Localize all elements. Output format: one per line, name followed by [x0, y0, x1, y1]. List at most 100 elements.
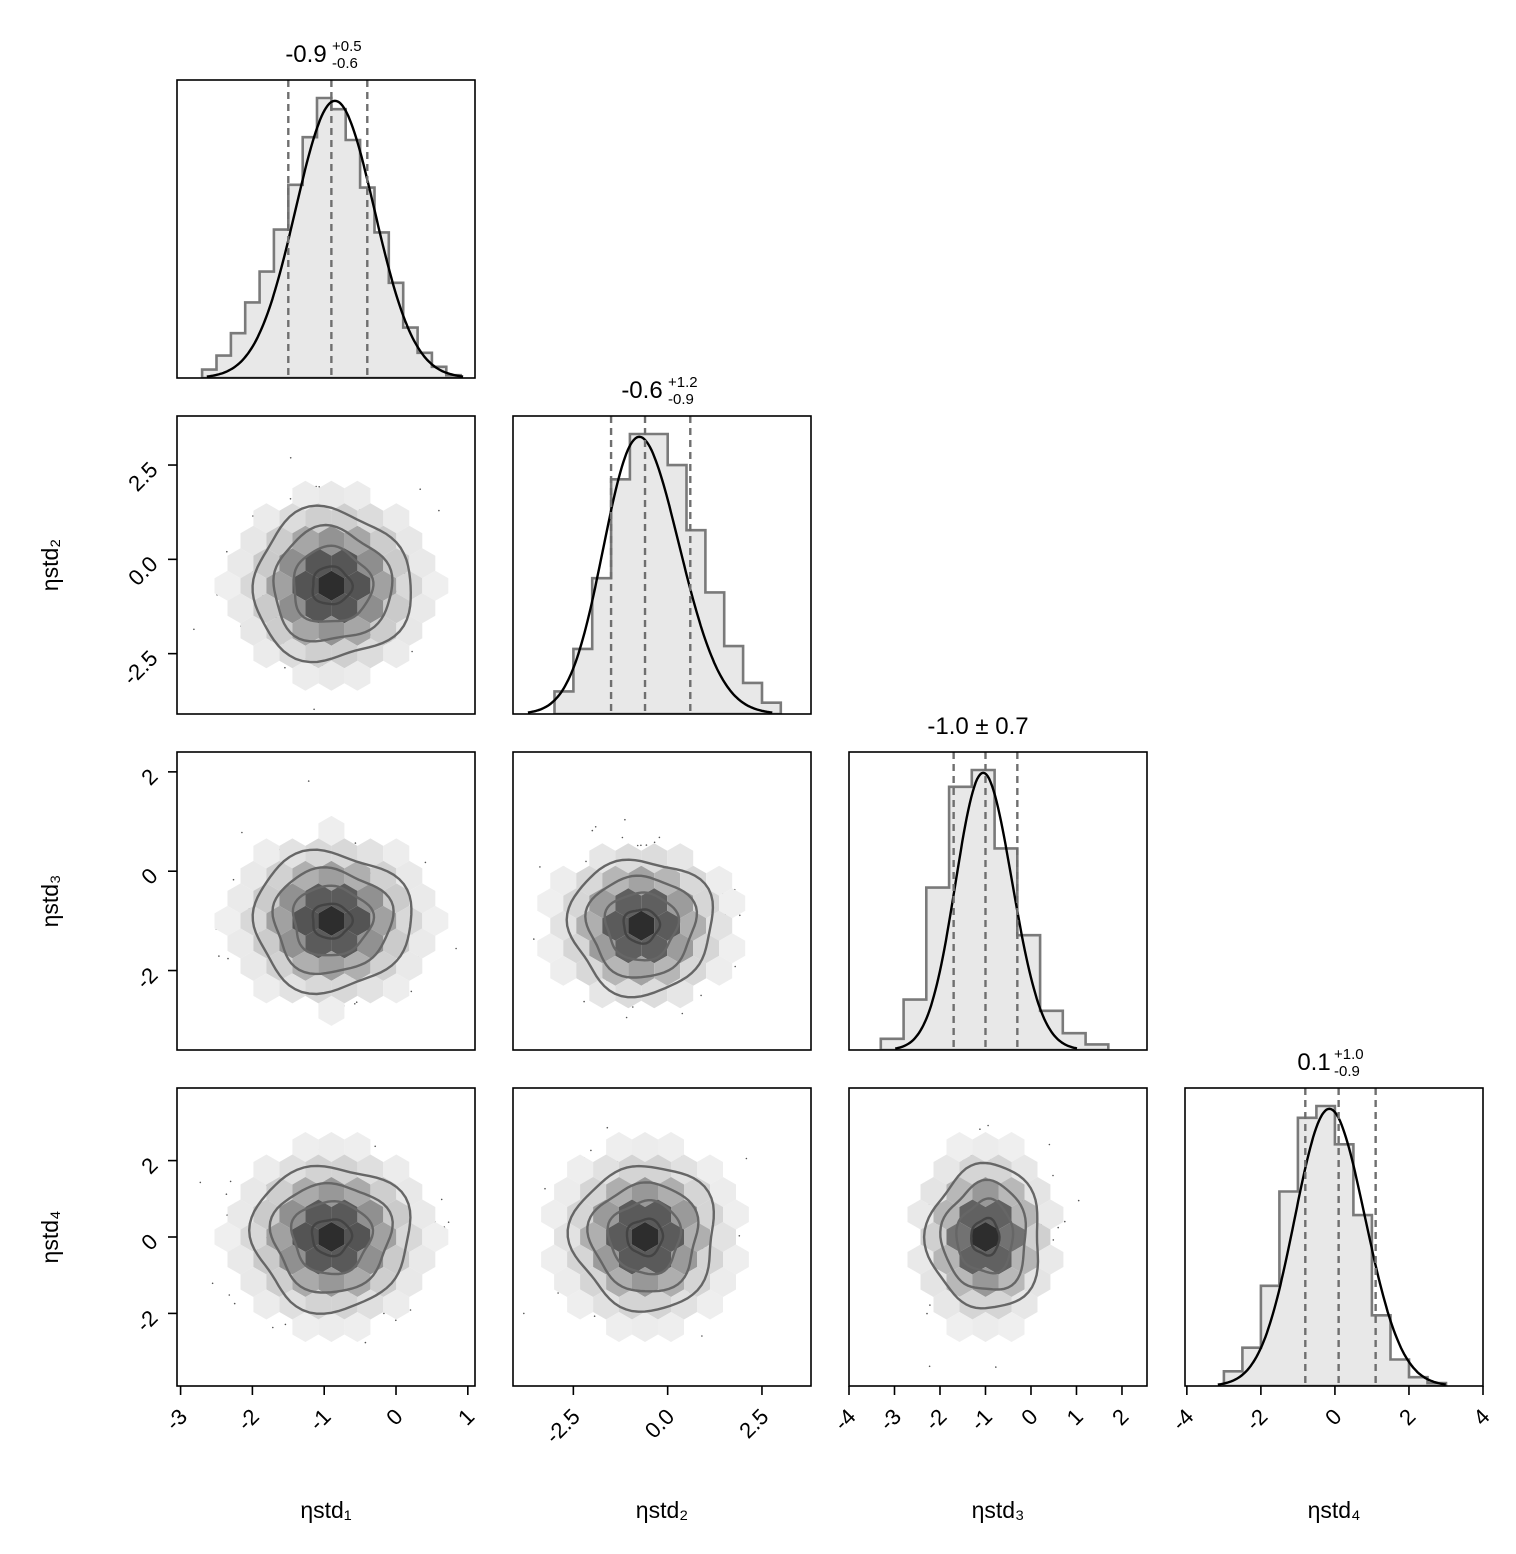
scatter-point: [1077, 1199, 1080, 1202]
density-hex: [357, 1289, 384, 1320]
scatter-point: [658, 836, 661, 839]
scatter-point: [636, 844, 639, 847]
density-hex: [946, 1267, 973, 1297]
contour-level-3: [272, 523, 394, 643]
scatter-point: [455, 947, 457, 950]
joint-plot-area-3-2: [533, 818, 746, 1019]
density-hex: [396, 570, 423, 601]
density-hex: [959, 1289, 986, 1320]
joint-panel-4-3: [848, 1087, 1148, 1387]
scatter-point: [233, 1302, 236, 1305]
scatter-point: [199, 1181, 202, 1184]
density-hex: [279, 593, 306, 624]
density-hex: [409, 548, 436, 579]
scatter-point: [591, 829, 594, 832]
density-hex: [671, 1199, 697, 1230]
contour-level-3: [586, 1181, 700, 1293]
scatter-point: [307, 780, 310, 782]
density-hex: [998, 1222, 1025, 1252]
marginal-plot-area-3: [879, 752, 1110, 1050]
scatter-point: [653, 841, 656, 844]
density-hex: [550, 865, 577, 896]
density-hex: [396, 1267, 423, 1297]
density-hex: [318, 1312, 345, 1342]
density-hex: [357, 973, 384, 1004]
histogram-step-4: [1222, 1104, 1448, 1386]
contour-level-4: [566, 1164, 716, 1313]
density-hex: [710, 1222, 736, 1252]
density-hex: [422, 570, 449, 601]
density-hex: [541, 1199, 568, 1230]
density-hex: [240, 525, 267, 556]
marginal-frame-2: [512, 415, 812, 715]
joint-panel-4-2: [512, 1087, 812, 1387]
density-hex: [318, 525, 345, 556]
scatter-point: [355, 1001, 358, 1003]
marginal-frame-4: [1184, 1087, 1484, 1387]
marginal-title-lower-4: -0.9: [1334, 1063, 1360, 1080]
density-hex: [357, 883, 384, 914]
density-hex: [554, 1267, 581, 1297]
density-hex: [292, 525, 319, 556]
density-hex: [602, 955, 629, 986]
scatter-point: [734, 965, 736, 968]
marginal-panel-2: -0.6 +1.2-0.9: [512, 374, 812, 715]
density-hex: [253, 548, 280, 579]
density-hex: [667, 843, 694, 874]
density-hex: [645, 1244, 671, 1275]
joint-plot-area-3-1: [214, 780, 457, 1026]
scatter-point: [606, 1126, 609, 1129]
density-hex: [680, 910, 707, 941]
density-hex: [658, 1312, 684, 1342]
y-tick-label: -2: [131, 962, 163, 994]
joint-plot-area-4-2: [523, 1126, 749, 1342]
joint-frame-2-1: [176, 415, 476, 715]
density-hex: [383, 973, 410, 1004]
y-tick-label: 0.0: [123, 551, 162, 590]
joint-panel-3-1: [176, 751, 476, 1051]
density-hex: [253, 838, 280, 869]
contour-level-2: [603, 891, 681, 962]
density-hex: [318, 1132, 345, 1162]
x-tick-label: 1: [1062, 1404, 1088, 1430]
marginal-plot-area-1: [200, 80, 464, 378]
density-hex: [710, 1177, 736, 1207]
density-hex: [357, 503, 384, 534]
density-hex: [253, 638, 280, 669]
density-hex: [628, 865, 655, 896]
x-tick-label: -1: [304, 1404, 336, 1436]
density-hex: [305, 1154, 332, 1185]
density-hex: [214, 570, 241, 601]
density-hex: [344, 860, 371, 891]
density-hex: [344, 660, 371, 691]
marginal-frame-3: [848, 751, 1148, 1051]
density-hex: [710, 1267, 736, 1297]
scatter-point: [354, 842, 357, 844]
density-hex: [383, 1289, 410, 1320]
scatter-point: [987, 1124, 989, 1127]
density-hex: [606, 1222, 632, 1252]
scatter-point: [226, 550, 228, 553]
density-hex: [292, 1132, 319, 1162]
density-hex: [706, 865, 733, 896]
density-hex: [396, 525, 423, 556]
scatter-point: [383, 1312, 385, 1315]
density-hex: [305, 1244, 332, 1275]
scatter-point: [523, 1312, 525, 1315]
density-hex: [972, 1132, 999, 1162]
y-tick-label: -2.5: [118, 646, 162, 690]
x-axis-label-4: ηstd₄: [1308, 1497, 1361, 1523]
density-hex: [719, 888, 746, 919]
joint-panel-3-2: [512, 751, 812, 1051]
density-hex: [357, 838, 384, 869]
x-tick-label: -2.5: [540, 1404, 584, 1448]
density-hex: [632, 1222, 658, 1252]
density-hex: [409, 883, 436, 914]
density-hex: [383, 1244, 410, 1275]
scatter-point: [318, 486, 321, 488]
density-hex: [972, 1312, 999, 1342]
density-hex: [253, 1154, 280, 1185]
density-hex: [606, 1312, 632, 1342]
density-hex: [253, 928, 280, 959]
